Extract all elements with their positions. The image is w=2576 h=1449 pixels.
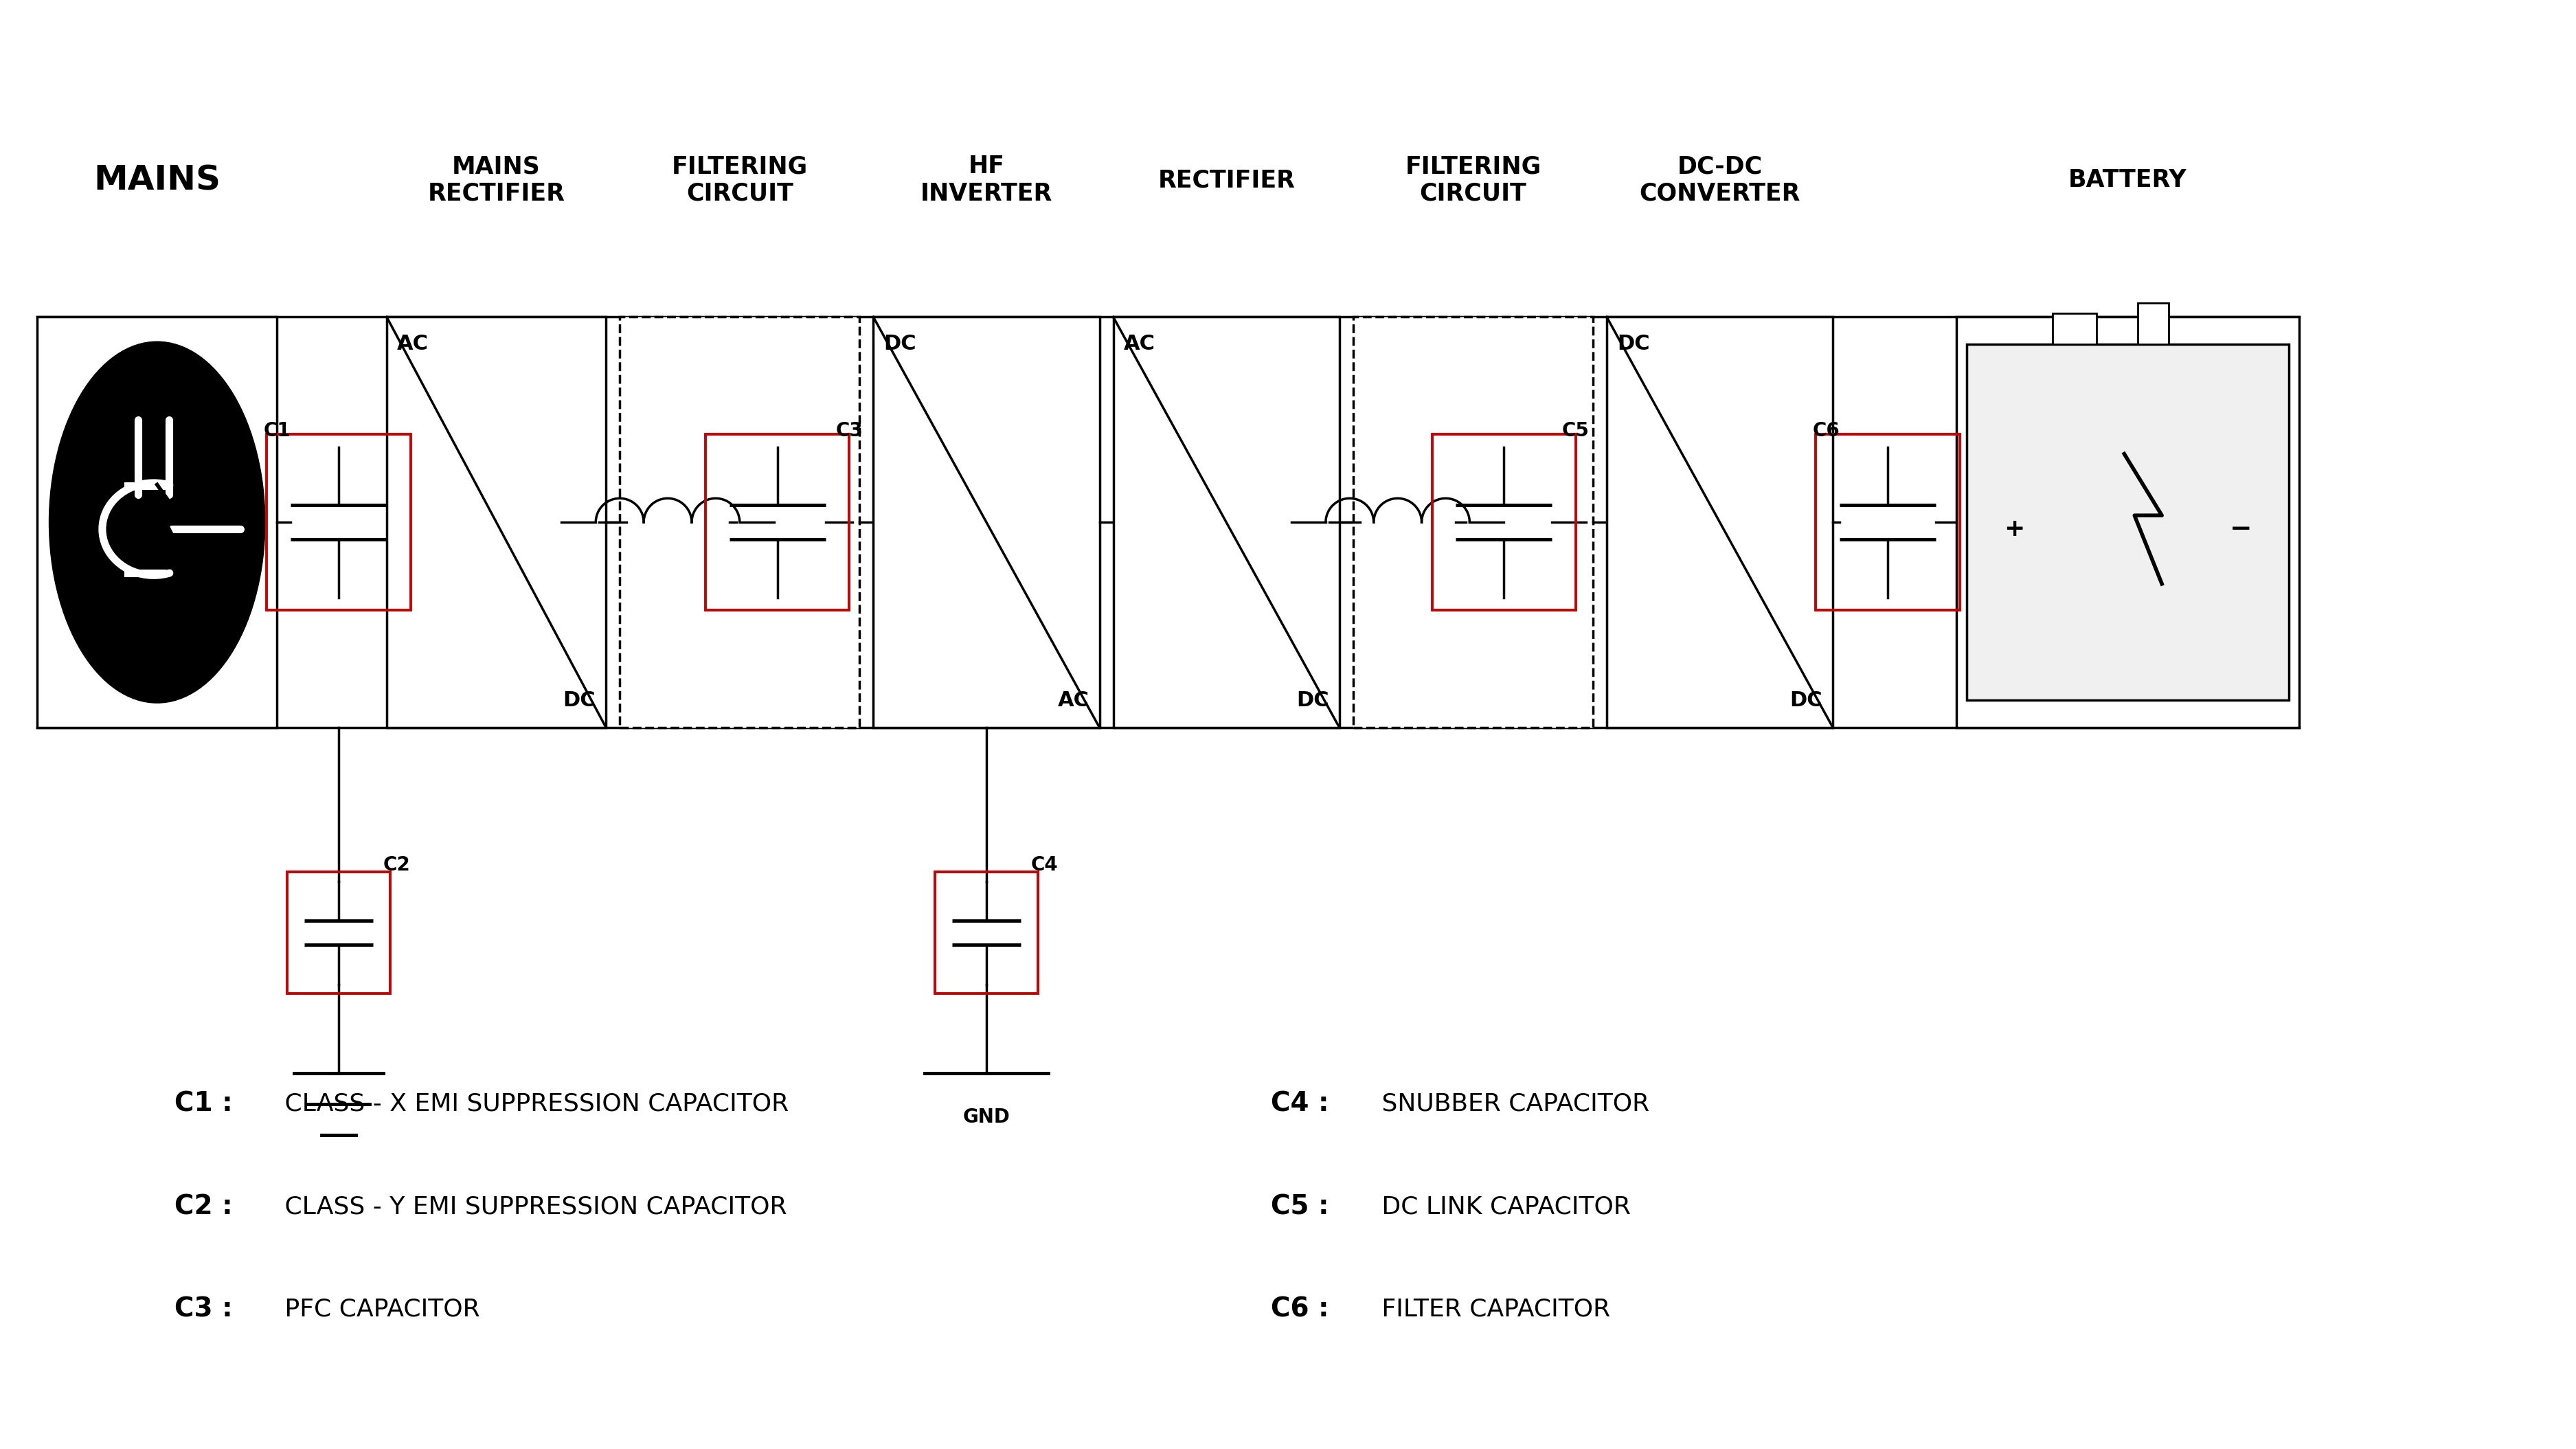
Bar [1965,345,2287,700]
Text: AC: AC [1059,691,1090,710]
Text: DC: DC [564,691,595,710]
Text: FILTERING
CIRCUIT: FILTERING CIRCUIT [672,155,809,206]
Text: DC: DC [1618,335,1649,354]
Text: DC: DC [1296,691,1329,710]
Text: C3: C3 [835,420,863,440]
Bar [386,317,605,727]
Bar [1432,435,1577,610]
Bar [2138,303,2169,345]
Text: HF
INVERTER: HF INVERTER [920,155,1054,206]
Text: C5 :: C5 : [1270,1194,1329,1220]
Bar [1816,435,1960,610]
Text: C2 :: C2 : [175,1194,232,1220]
Text: C2: C2 [384,855,410,875]
Text: MAINS
RECTIFIER: MAINS RECTIFIER [428,155,564,206]
Text: CLASS - Y EMI SUPPRESSION CAPACITOR: CLASS - Y EMI SUPPRESSION CAPACITOR [278,1195,788,1219]
Bar [1352,317,1592,727]
Text: FILTER CAPACITOR: FILTER CAPACITOR [1373,1298,1610,1321]
Text: C5: C5 [1561,420,1589,440]
Text: DC: DC [884,335,917,354]
Text: +: + [2004,517,2025,540]
Ellipse shape [49,342,265,703]
Text: MAINS: MAINS [93,164,222,197]
Text: C3 :: C3 : [175,1297,232,1323]
Text: DC LINK CAPACITOR: DC LINK CAPACITOR [1373,1195,1631,1219]
Text: C4 :: C4 : [1270,1091,1329,1117]
Text: C6 :: C6 : [1270,1297,1329,1323]
Text: C1 :: C1 : [175,1091,232,1117]
Bar [268,435,410,610]
Bar [36,317,278,727]
Text: DC-DC
CONVERTER: DC-DC CONVERTER [1638,155,1801,206]
Text: BATTERY: BATTERY [2069,168,2187,191]
Bar [289,872,389,994]
Text: PFC CAPACITOR: PFC CAPACITOR [278,1298,479,1321]
Text: −: − [2228,516,2251,542]
Text: C4: C4 [1030,855,1059,875]
Text: AC: AC [397,335,428,354]
Bar [706,435,850,610]
Text: RECTIFIER: RECTIFIER [1157,168,1296,191]
Bar [1955,317,2298,727]
Bar [873,317,1100,727]
Text: C1: C1 [263,420,291,440]
Bar [1113,317,1340,727]
Text: CLASS - X EMI SUPPRESSION CAPACITOR: CLASS - X EMI SUPPRESSION CAPACITOR [278,1093,788,1116]
Bar [1607,317,1834,727]
Bar [935,872,1038,994]
Text: C6: C6 [1814,420,1839,440]
Text: AC: AC [1123,335,1154,354]
Text: SNUBBER CAPACITOR: SNUBBER CAPACITOR [1373,1093,1649,1116]
Text: FILTERING
CIRCUIT: FILTERING CIRCUIT [1404,155,1540,206]
Bar [621,317,860,727]
Text: GND: GND [963,1107,1010,1127]
Bar [2053,313,2097,345]
Text: DC: DC [1790,691,1824,710]
